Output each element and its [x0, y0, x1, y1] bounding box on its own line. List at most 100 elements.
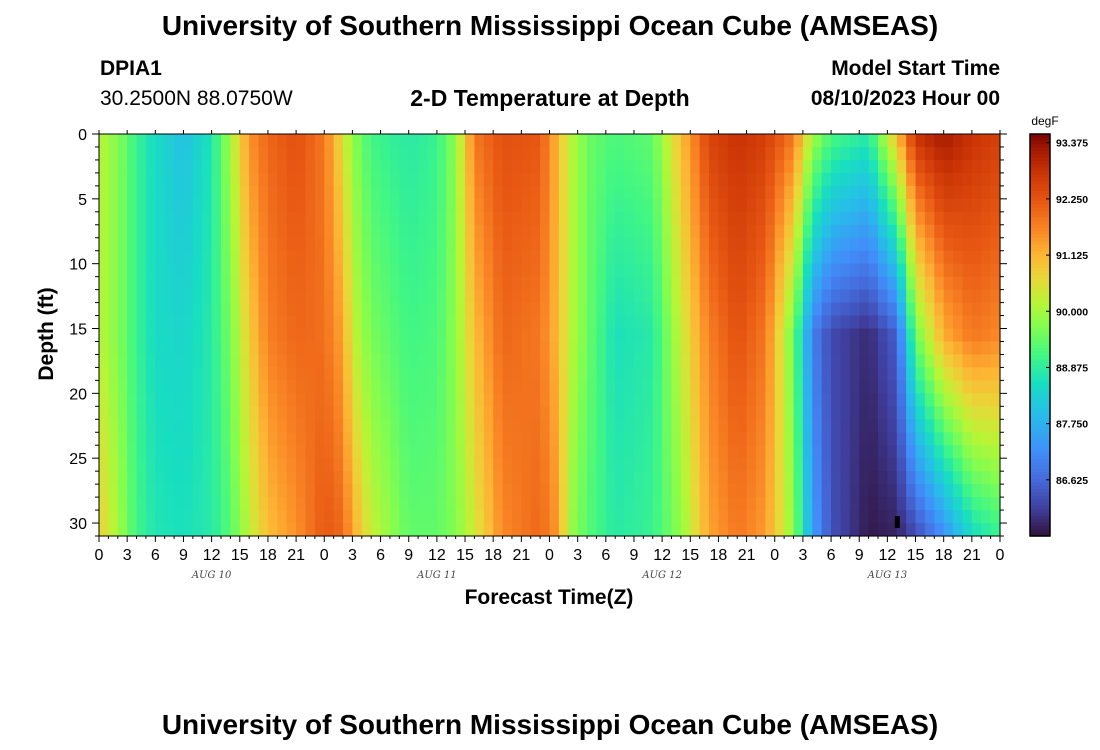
heatmap-cell [521, 419, 532, 433]
heatmap-cell [765, 250, 776, 265]
heatmap-cell [174, 393, 185, 407]
heatmap-cell [239, 276, 250, 291]
heatmap-cell [774, 159, 785, 174]
heatmap-cell [812, 432, 823, 446]
heatmap-cell [314, 380, 325, 394]
heatmap-cell [868, 432, 879, 446]
heatmap-cell [943, 510, 954, 524]
heatmap-cell [211, 484, 222, 498]
heatmap-cell [690, 523, 701, 537]
heatmap-cell [465, 471, 476, 485]
heatmap-cell [174, 211, 185, 226]
heatmap-cell [699, 523, 710, 537]
heatmap-cell [887, 211, 898, 226]
heatmap-cell [296, 458, 307, 472]
heatmap-cell [746, 276, 757, 291]
heatmap-cell [699, 198, 710, 213]
heatmap-cell [737, 497, 748, 511]
heatmap-cell [333, 134, 344, 148]
heatmap-cell [418, 302, 429, 317]
heatmap-cell [896, 484, 907, 498]
heatmap-cell [981, 134, 992, 148]
heatmap-cell [427, 380, 438, 394]
heatmap-cell [455, 341, 466, 356]
heatmap-cell [877, 276, 888, 291]
heatmap-cell [427, 250, 438, 265]
heatmap-cell [418, 380, 429, 394]
heatmap-cell [436, 237, 447, 252]
heatmap-cell [174, 172, 185, 187]
heatmap-cell [990, 172, 1001, 187]
heatmap-cell [868, 367, 879, 381]
heatmap-cell [249, 445, 260, 459]
heatmap-cell [314, 224, 325, 239]
heatmap-cell [230, 458, 241, 472]
heatmap-cell [615, 250, 626, 265]
heatmap-cell [483, 497, 494, 511]
heatmap-cell [455, 445, 466, 459]
heatmap-cell [418, 250, 429, 265]
heatmap-cell [418, 432, 429, 446]
heatmap-cell [605, 172, 616, 187]
heatmap-cell [502, 393, 513, 407]
heatmap-cell [643, 380, 654, 394]
heatmap-cell [436, 432, 447, 446]
heatmap-cell [465, 510, 476, 524]
heatmap-cell [314, 250, 325, 265]
heatmap-cell [436, 276, 447, 291]
heatmap-cell [183, 497, 194, 511]
heatmap-cell [530, 523, 541, 537]
heatmap-cell [389, 134, 400, 148]
heatmap-cell [896, 393, 907, 407]
heatmap-cell [221, 341, 231, 356]
heatmap-cell [305, 406, 316, 420]
heatmap-cell [765, 328, 776, 343]
heatmap-cell [502, 354, 513, 369]
heatmap-cell [953, 393, 964, 407]
heatmap-cell [99, 198, 109, 213]
heatmap-cell [277, 484, 288, 498]
heatmap-cell [924, 315, 935, 330]
heatmap-cell [812, 367, 823, 381]
heatmap-cell [305, 250, 316, 265]
heatmap-cell [633, 172, 644, 187]
heatmap-cell [249, 523, 260, 537]
heatmap-cell [361, 367, 372, 381]
heatmap-cell [277, 406, 288, 420]
heatmap-cell [793, 406, 804, 420]
heatmap-cell [765, 224, 776, 239]
heatmap-cell [596, 380, 607, 394]
heatmap-cell [474, 523, 485, 537]
heatmap-cell [896, 289, 907, 304]
heatmap-cell [924, 445, 935, 459]
heatmap-cell [624, 159, 635, 174]
heatmap-cell [784, 432, 795, 446]
heatmap-cell [380, 146, 391, 161]
heatmap-cell [765, 237, 776, 252]
heatmap-cell [962, 523, 973, 537]
heatmap-cell [615, 237, 626, 252]
heatmap-cell [709, 211, 720, 226]
heatmap-cell [455, 328, 466, 343]
heatmap-cell [727, 276, 738, 291]
heatmap-cell [624, 224, 635, 239]
heatmap-cell [962, 172, 973, 187]
heatmap-cell [953, 523, 964, 537]
heatmap-cell [211, 510, 222, 524]
heatmap-cell [155, 432, 166, 446]
heatmap-cell [587, 250, 598, 265]
heatmap-cell [202, 276, 213, 291]
heatmap-cell [314, 445, 325, 459]
heatmap-cell [877, 445, 888, 459]
heatmap-cell [737, 263, 748, 278]
heatmap-cell [755, 237, 766, 252]
heatmap-cell [296, 406, 307, 420]
heatmap-cell [727, 367, 738, 381]
heatmap-cell [286, 328, 297, 343]
heatmap-cell [324, 471, 335, 485]
heatmap-cell [267, 263, 278, 278]
heatmap-cell [784, 380, 795, 394]
heatmap-cell [202, 354, 213, 369]
heatmap-cell [962, 315, 973, 330]
